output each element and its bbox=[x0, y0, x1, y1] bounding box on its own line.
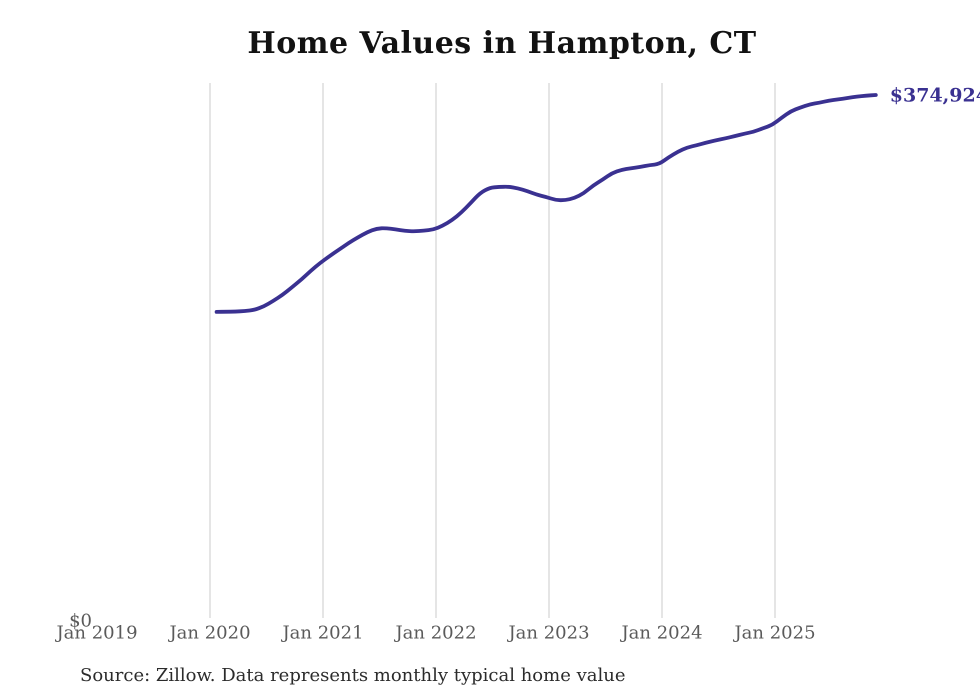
y-zero-label: $0 bbox=[69, 611, 92, 632]
end-value-label: $374,924 bbox=[890, 85, 980, 107]
source-note: Source: Zillow. Data represents monthly … bbox=[80, 665, 626, 686]
chart-title: Home Values in Hampton, CT bbox=[247, 26, 757, 61]
x-tick-label: Jan 2021 bbox=[280, 623, 363, 644]
x-tick-label: Jan 2025 bbox=[732, 623, 815, 644]
x-tick-label: Jan 2019 bbox=[54, 623, 137, 644]
x-tick-label: Jan 2020 bbox=[167, 623, 250, 644]
x-tick-label: Jan 2023 bbox=[506, 623, 589, 644]
x-tick-label: Jan 2024 bbox=[619, 623, 702, 644]
home-value-line bbox=[214, 93, 878, 314]
x-tick-label: Jan 2022 bbox=[393, 623, 476, 644]
